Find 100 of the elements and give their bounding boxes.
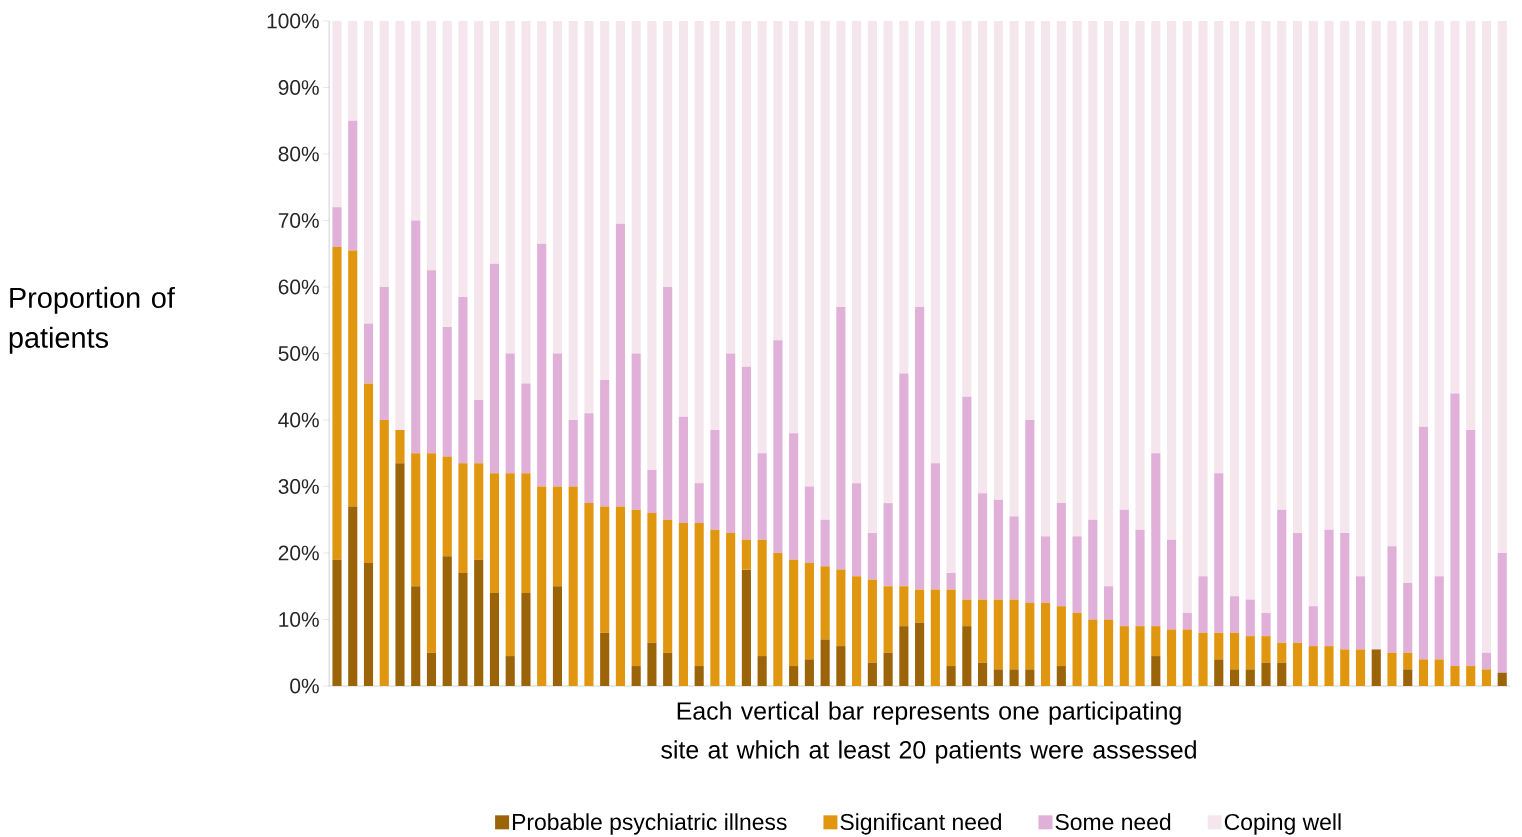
bar bbox=[1214, 632, 1224, 660]
bar bbox=[836, 569, 846, 647]
bar bbox=[537, 20, 547, 244]
bar bbox=[1104, 619, 1114, 686]
bar bbox=[505, 353, 515, 474]
bar bbox=[1229, 632, 1240, 670]
bar bbox=[899, 20, 909, 374]
bar bbox=[458, 572, 468, 686]
bar bbox=[867, 662, 877, 686]
bar bbox=[1009, 599, 1019, 670]
bar bbox=[458, 463, 468, 573]
bar bbox=[852, 576, 862, 686]
legend-label: Some need bbox=[1055, 813, 1171, 831]
bar bbox=[1277, 509, 1287, 643]
bar bbox=[584, 503, 594, 686]
bar bbox=[458, 20, 468, 297]
bar bbox=[1387, 20, 1397, 547]
bar bbox=[694, 523, 704, 667]
bar bbox=[1198, 576, 1208, 633]
bar bbox=[1403, 582, 1413, 653]
bar bbox=[521, 383, 531, 474]
bar bbox=[1135, 529, 1145, 627]
bar bbox=[442, 326, 452, 457]
bar bbox=[883, 586, 893, 653]
bar bbox=[899, 373, 909, 587]
bar bbox=[820, 566, 830, 640]
bar bbox=[647, 20, 657, 470]
bar bbox=[600, 632, 610, 686]
bar bbox=[600, 380, 610, 507]
legend-label: Probable psychiatric illness bbox=[512, 813, 787, 835]
bar bbox=[899, 586, 909, 627]
bar bbox=[600, 506, 610, 633]
bar bbox=[773, 20, 783, 341]
bar bbox=[726, 533, 736, 686]
bar bbox=[363, 323, 374, 384]
bar bbox=[962, 626, 972, 686]
bar bbox=[1214, 473, 1224, 633]
bar bbox=[1041, 20, 1051, 537]
bar bbox=[741, 569, 751, 686]
bar bbox=[521, 592, 531, 686]
bar bbox=[1166, 629, 1177, 686]
bar bbox=[442, 556, 452, 686]
bar bbox=[978, 493, 988, 600]
bar bbox=[332, 247, 342, 560]
bar bbox=[631, 20, 641, 354]
bar bbox=[1245, 20, 1255, 600]
bar bbox=[978, 20, 988, 494]
bar bbox=[946, 20, 956, 573]
bar bbox=[505, 473, 515, 657]
bar bbox=[1371, 649, 1381, 686]
bar bbox=[1450, 20, 1460, 394]
bar bbox=[631, 353, 641, 510]
bar bbox=[836, 20, 846, 307]
bar bbox=[426, 652, 437, 686]
bar bbox=[1166, 20, 1177, 540]
bar bbox=[379, 287, 389, 420]
bar bbox=[915, 306, 925, 590]
bar bbox=[710, 429, 720, 530]
bar bbox=[521, 20, 531, 384]
bar bbox=[1355, 649, 1366, 686]
bar bbox=[694, 666, 704, 686]
bar bbox=[426, 20, 437, 271]
bar bbox=[663, 287, 673, 520]
y-tick-label: 10% bbox=[279, 612, 319, 627]
bar bbox=[1214, 20, 1224, 474]
bar bbox=[411, 453, 421, 587]
bar bbox=[1340, 533, 1350, 650]
bar bbox=[505, 656, 515, 686]
bar bbox=[852, 20, 862, 484]
bar bbox=[411, 586, 421, 686]
bar bbox=[584, 413, 594, 504]
bar bbox=[1340, 20, 1350, 534]
bar bbox=[631, 509, 641, 667]
bar bbox=[1277, 662, 1287, 686]
bar bbox=[1466, 429, 1476, 667]
bar bbox=[1403, 669, 1413, 686]
bar bbox=[930, 589, 940, 686]
bar bbox=[442, 456, 452, 557]
bar bbox=[395, 20, 405, 430]
bar bbox=[489, 20, 500, 264]
bar bbox=[537, 243, 547, 487]
bar bbox=[710, 20, 720, 430]
bar bbox=[1151, 20, 1161, 454]
bar bbox=[395, 429, 405, 464]
bar bbox=[899, 626, 909, 686]
bar bbox=[741, 539, 751, 570]
bar bbox=[1387, 652, 1397, 686]
bar bbox=[552, 353, 563, 487]
bar bbox=[820, 639, 830, 686]
bar bbox=[348, 506, 358, 686]
bar bbox=[804, 562, 814, 660]
bar bbox=[489, 592, 500, 686]
x-axis-title: Each vertical bar represents one participating site at which at least 20 patients were assessed bbox=[661, 701, 1196, 764]
bar bbox=[993, 499, 1003, 600]
bar bbox=[1324, 646, 1334, 686]
bar bbox=[411, 20, 421, 221]
bar bbox=[1355, 576, 1366, 650]
bar bbox=[1229, 596, 1240, 633]
bar bbox=[852, 483, 862, 577]
bar bbox=[489, 263, 500, 474]
